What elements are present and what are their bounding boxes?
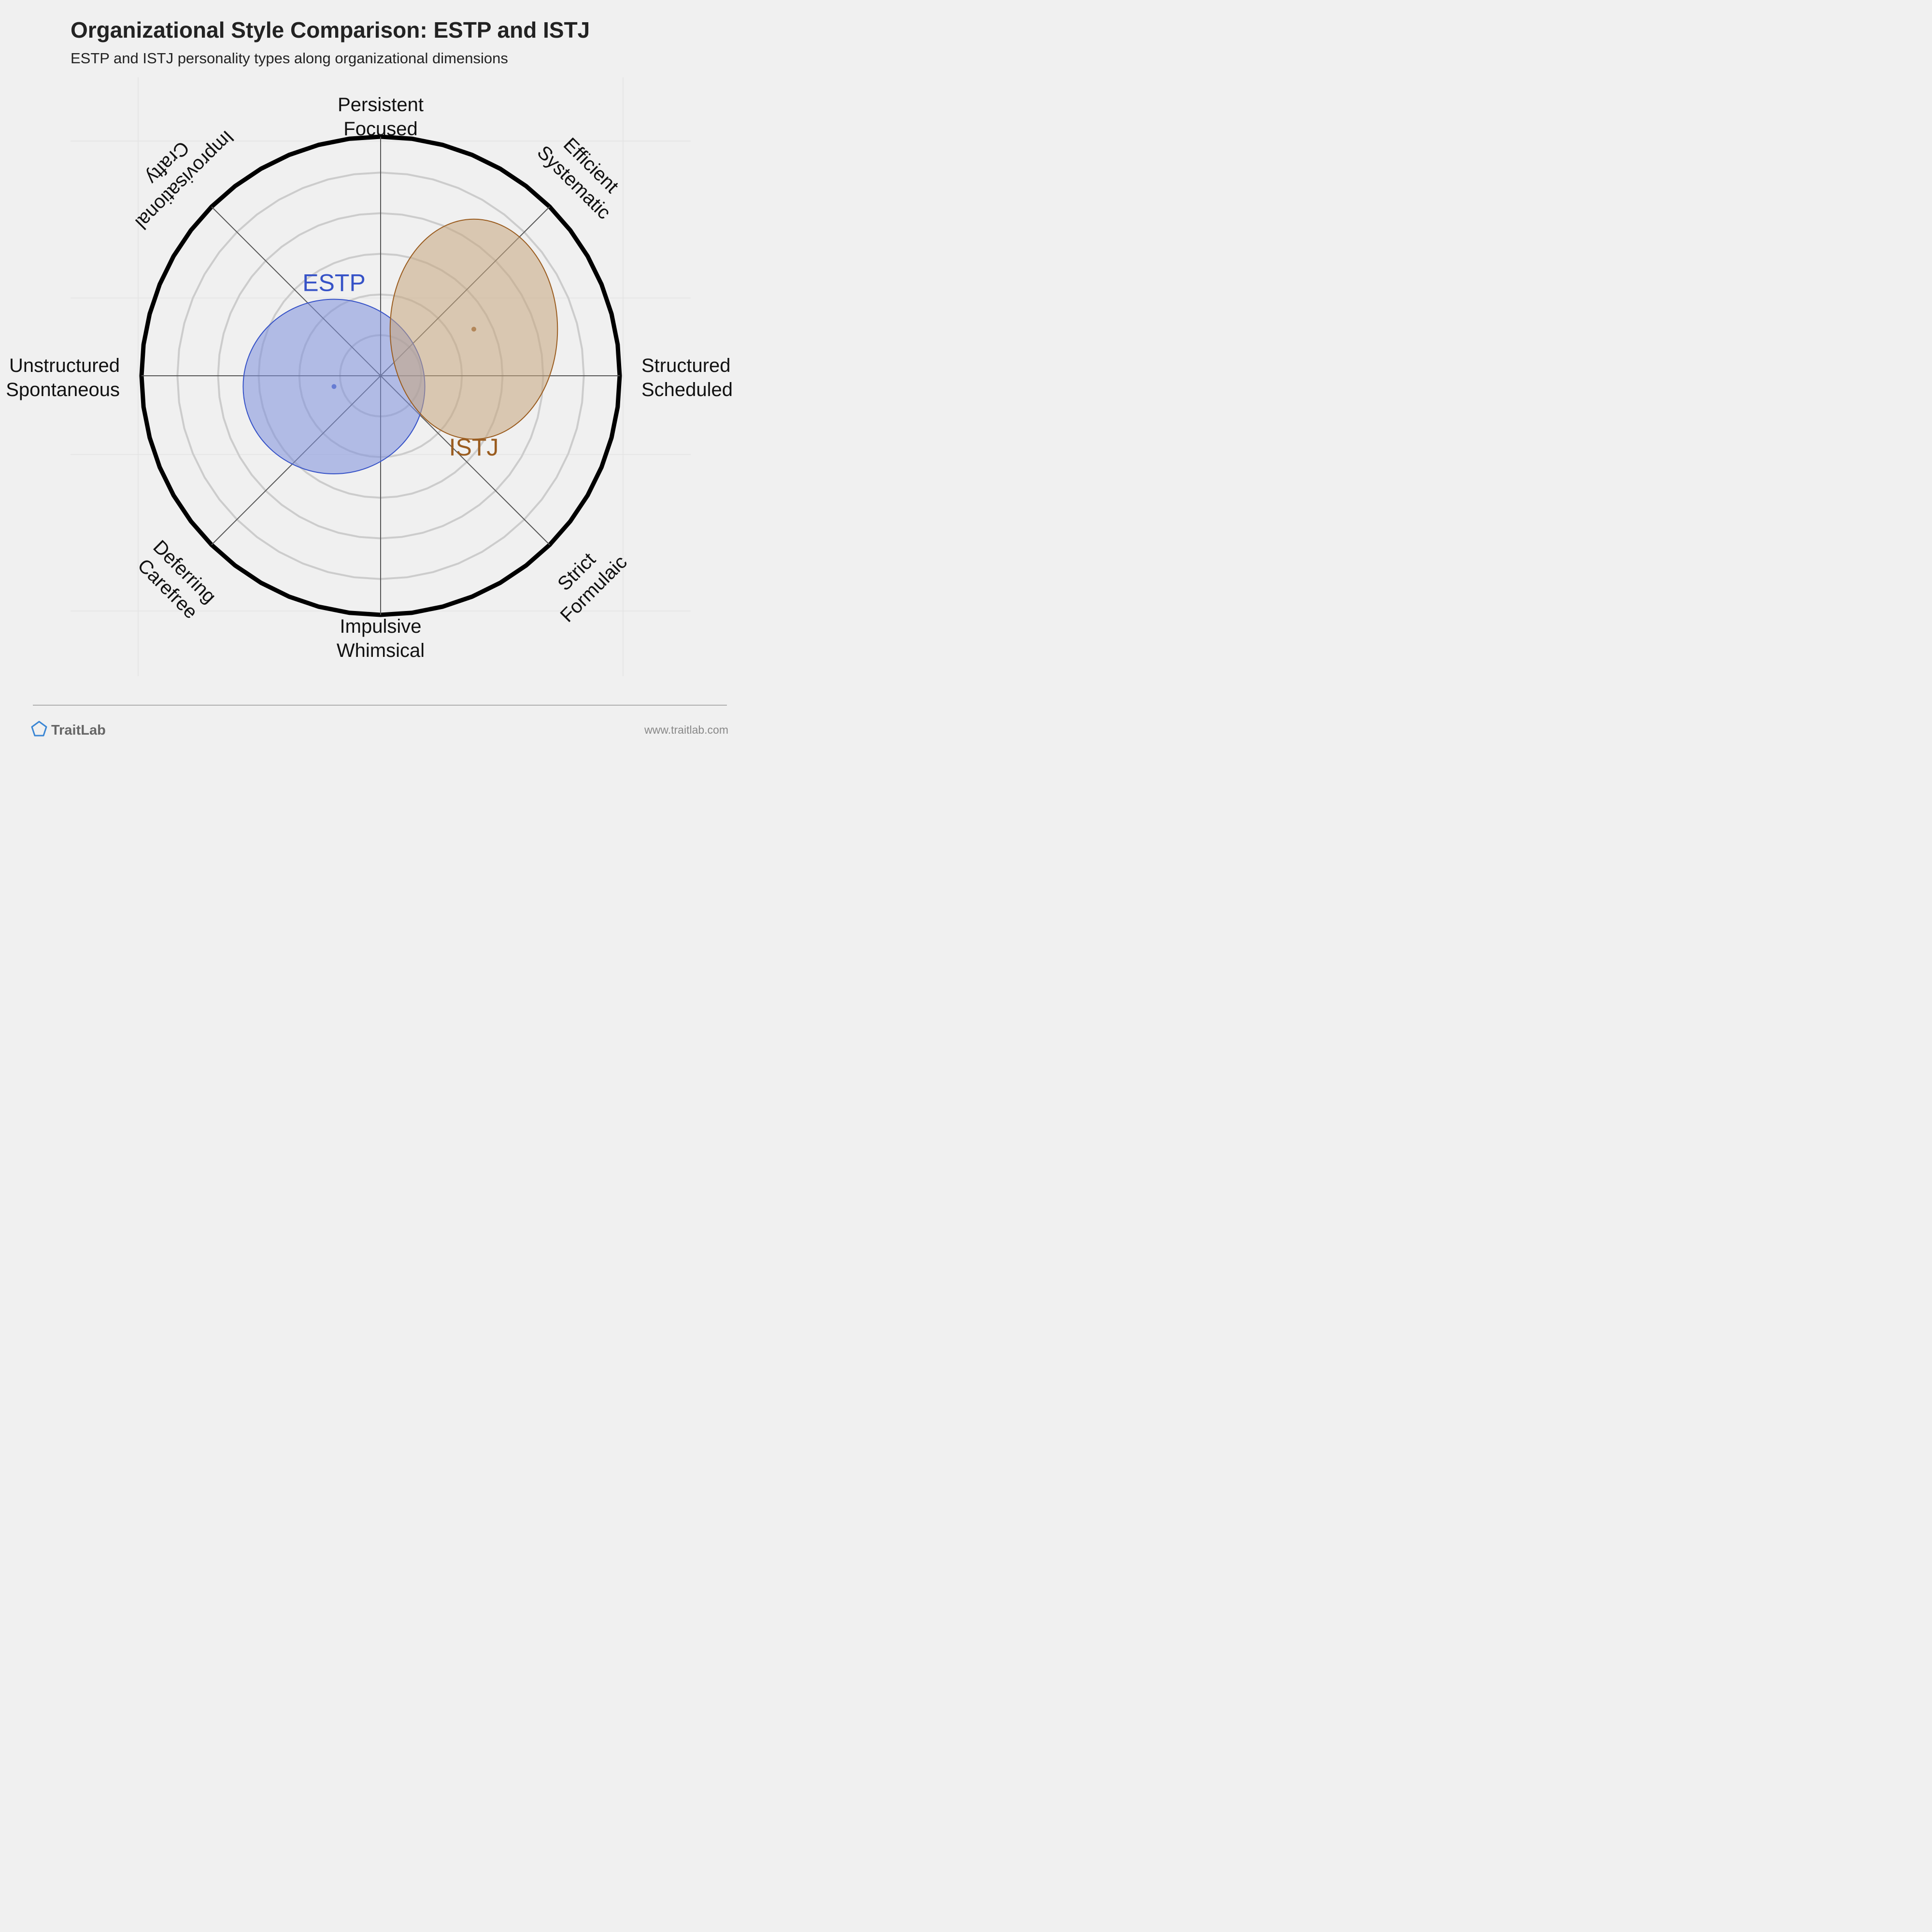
axis-label-line: Whimsical (337, 640, 425, 661)
axis-label-text: Structured Scheduled (641, 355, 733, 400)
axis-label-text: Unstructured Spontaneous (6, 355, 120, 400)
axis-label-persistent: Persistent Focused (338, 94, 424, 140)
axis-label-text: Persistent Focused (338, 94, 424, 140)
brand-logo: TraitLab (31, 721, 106, 738)
series-point-estp (331, 384, 337, 389)
series-label-estp: ESTP (302, 270, 366, 297)
axis-label-line: Focused (343, 118, 417, 140)
axis-label-structured: Structured Scheduled (641, 355, 733, 400)
axis-label-line: Impulsive (340, 616, 422, 637)
chart-subtitle: ESTP and ISTJ personality types along or… (71, 50, 508, 67)
axis-label-line: Persistent (338, 94, 424, 115)
brand-name: TraitLab (51, 723, 106, 738)
chart: Organizational Style Comparison: ESTP an… (6, 17, 733, 738)
chart-title: Organizational Style Comparison: ESTP an… (71, 17, 590, 43)
footer-url: www.traitlab.com (644, 724, 728, 736)
axis-label-unstructured: Unstructured Spontaneous (6, 355, 120, 400)
axis-label-strict: StrictFormulaic (539, 534, 631, 626)
axis-label-text: StrictFormulaic (539, 534, 631, 626)
series-point-istj (471, 327, 476, 332)
axis-label-line: Structured (641, 355, 731, 376)
series-layer: ESTP ISTJ (242, 218, 558, 474)
axis-label-text: Impulsive Whimsical (337, 616, 425, 661)
series-label-istj: ISTJ (449, 434, 499, 461)
pentagon-logo-icon (31, 721, 47, 737)
axis-label-line: Scheduled (641, 379, 733, 400)
axis-label-line: Spontaneous (6, 379, 120, 400)
axis-label-line: Unstructured (9, 355, 120, 376)
axis-label-impulsive: Impulsive Whimsical (337, 616, 425, 661)
